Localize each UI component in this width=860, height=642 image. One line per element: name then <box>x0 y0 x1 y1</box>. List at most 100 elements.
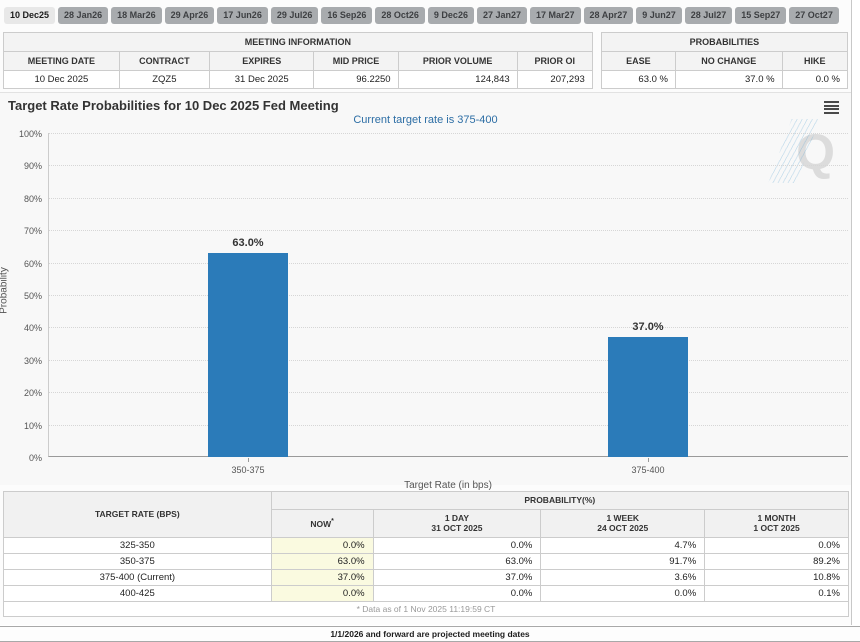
history-column-header: 1 WEEK 24 OCT 2025 <box>540 508 706 538</box>
summary-tables-row: MEETING INFORMATION MEETING DATE CONTRACT… <box>3 32 849 89</box>
fedwatch-tool: 10 Dec25 28 Jan26 18 Mar26 29 Apr26 17 Jun26… <box>0 0 852 625</box>
meeting-information-value: ZQZ5 <box>118 70 210 89</box>
x-axis-title: Target Rate (in bps) <box>404 480 492 491</box>
meeting-date-tab[interactable]: 9 Dec26 <box>427 7 474 24</box>
meeting-date-tab[interactable]: 9 Jun27 <box>636 7 682 24</box>
history-column-header: 1 MONTH 1 OCT 2025 <box>704 508 849 538</box>
history-header-row-1: TARGET RATE (BPS) PROBABILITY(%) <box>3 491 850 538</box>
meeting-date-tab[interactable]: 28 Jul27 <box>684 7 733 24</box>
gridline <box>49 424 848 426</box>
y-axis-tick-label: 80% <box>23 193 42 204</box>
probability-cell: 0.0% <box>372 536 542 554</box>
history-header-row-2: NOW* 1 DAY 31 OCT 2025 1 WEEK 24 OCT 2025 1 M… <box>4 508 849 538</box>
target-rate-cell: 350-375 <box>3 552 272 570</box>
meeting-information-caption: MEETING INFORMATION <box>3 32 593 52</box>
meeting-date-tab[interactable]: 15 Sep27 <box>735 7 787 24</box>
y-axis-tick-label: 60% <box>23 258 42 269</box>
gridline <box>49 133 848 134</box>
data-as-of-footnote: * Data as of 1 Nov 2025 11:19:59 CT <box>3 600 849 617</box>
y-axis-tick-label: 30% <box>23 355 42 366</box>
meeting-date-tab[interactable]: 29 Jul26 <box>270 7 319 24</box>
y-axis-tick-label: 70% <box>23 226 42 237</box>
meeting-date-tab[interactable]: 18 Mar26 <box>111 7 162 24</box>
probability-history-table: TARGET RATE (BPS) PROBABILITY(%) NOW* 1 D… <box>3 491 850 617</box>
meeting-information-value: 96.2250 <box>313 70 399 89</box>
history-table-body: 325-350 0.0% 0.0% 4.7% 0.0% 350-375 63.0% 63.0%… <box>3 536 849 602</box>
meeting-date-tab[interactable]: 28 Apr27 <box>583 7 634 24</box>
table-row: 400-425 0.0% 0.0% 0.0% 0.1% <box>3 584 849 602</box>
meeting-date-tab[interactable]: 27 Oct27 <box>789 7 839 24</box>
probability-now-cell: 37.0% <box>270 568 374 586</box>
meeting-date-tab[interactable]: 28 Jan26 <box>58 7 109 24</box>
meeting-information-column-header: MEETING DATE <box>3 51 120 71</box>
probability-cell: 0.0% <box>704 536 849 554</box>
x-axis-tick <box>648 458 649 462</box>
probabilities-value: 63.0 % <box>600 70 676 89</box>
meeting-information-column-header: EXPIRES <box>208 51 315 71</box>
probability-now-cell: 0.0% <box>270 536 374 554</box>
meeting-information-column-header: CONTRACT <box>118 51 210 71</box>
meeting-information-column-header: PRIOR VOLUME <box>397 51 518 71</box>
probability-now-cell: 63.0% <box>270 552 374 570</box>
meeting-date-tab[interactable]: 17 Jun26 <box>217 7 268 24</box>
target-rate-cell: 375-400 (Current) <box>3 568 272 586</box>
meeting-information-value: 207,293 <box>516 70 593 89</box>
probability-cell: 37.0% <box>372 568 542 586</box>
gridline <box>49 165 848 167</box>
y-axis-tick-label: 20% <box>23 388 42 399</box>
projected-dates-note: 1/1/2026 and forward are projected meeti… <box>0 625 860 642</box>
x-axis-tick <box>248 458 249 462</box>
meeting-information-column-header: PRIOR OI <box>516 51 593 71</box>
meeting-date-tab[interactable]: 27 Jan27 <box>476 7 527 24</box>
probabilities-header-row: EASE NO CHANGE HIKE <box>600 51 849 71</box>
probabilities-value-row: 63.0 % 37.0 % 0.0 % <box>600 70 849 89</box>
probabilities-column-header: EASE <box>600 51 676 71</box>
probability-cell: 63.0% <box>372 552 542 570</box>
history-column-header: NOW* <box>270 508 374 538</box>
probability-cell: 0.0% <box>540 584 706 602</box>
meeting-date-tab[interactable]: 28 Oct26 <box>375 7 425 24</box>
probability-cell: 0.0% <box>372 584 542 602</box>
probability-cell: 3.6% <box>540 568 706 586</box>
bar-value-label: 63.0% <box>232 236 264 249</box>
probabilities-summary-table: PROBABILITIES EASE NO CHANGE HIKE 63.0 % 37… <box>600 32 849 89</box>
y-axis-tick-label: 90% <box>23 161 42 172</box>
gridline <box>49 392 848 394</box>
target-rate-cell: 325-350 <box>3 536 272 554</box>
probability-cell: 0.1% <box>704 584 849 602</box>
plot-area <box>48 133 848 457</box>
meeting-date-tab[interactable]: 16 Sep26 <box>321 7 373 24</box>
table-row: 325-350 0.0% 0.0% 4.7% 0.0% <box>3 536 849 554</box>
bar-value-label: 37.0% <box>632 321 664 334</box>
meeting-information-value: 10 Dec 2025 <box>3 70 120 89</box>
meeting-information-column-header: MID PRICE <box>313 51 399 71</box>
probability-cell: 4.7% <box>540 536 706 554</box>
meeting-information-header-row: MEETING DATE CONTRACT EXPIRES MID PRICE PRIO… <box>3 51 593 71</box>
y-axis-tick-label: 10% <box>23 420 42 431</box>
meeting-date-tab[interactable]: 17 Mar27 <box>529 7 581 24</box>
table-row: 375-400 (Current) 37.0% 37.0% 3.6% 10.8% <box>3 568 849 586</box>
probability-cell: 89.2% <box>704 552 849 570</box>
probabilities-caption: PROBABILITIES <box>600 32 849 52</box>
probability-now-cell: 0.0% <box>270 584 374 602</box>
gridline <box>49 262 848 264</box>
gridline <box>49 359 848 361</box>
target-rate-cell: 400-425 <box>3 584 272 602</box>
probabilities-value: 37.0 % <box>674 70 783 89</box>
history-column-header: 1 DAY 31 OCT 2025 <box>372 508 542 538</box>
meeting-information-table: MEETING INFORMATION MEETING DATE CONTRACT… <box>3 32 593 89</box>
chart-context-menu-icon[interactable] <box>824 101 839 115</box>
table-row: 350-375 63.0% 63.0% 91.7% 89.2% <box>3 552 849 570</box>
probabilities-value: 0.0 % <box>781 70 849 89</box>
gridline <box>49 327 848 329</box>
meeting-date-tab[interactable]: 29 Apr26 <box>164 7 215 24</box>
probabilities-column-header: NO CHANGE <box>674 51 783 71</box>
probability-history-section: TARGET RATE (BPS) PROBABILITY(%) NOW* 1 D… <box>3 491 850 617</box>
probability-bar <box>208 252 288 457</box>
meeting-date-tab[interactable]: 10 Dec25 <box>4 7 56 24</box>
x-axis-tick-label: 350-375 <box>231 465 265 475</box>
gridline <box>49 197 848 199</box>
target-rate-chart: Target Rate Probabilities for 10 Dec 202… <box>0 92 851 491</box>
meeting-date-tabbar: 10 Dec25 28 Jan26 18 Mar26 29 Apr26 17 Jun26… <box>0 0 851 24</box>
x-axis-tick-label: 375-400 <box>631 465 665 475</box>
